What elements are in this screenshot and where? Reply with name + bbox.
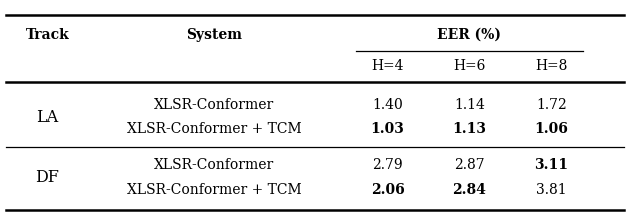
Text: Track: Track bbox=[25, 28, 69, 42]
Text: 2.84: 2.84 bbox=[452, 183, 486, 196]
Text: XLSR-Conformer: XLSR-Conformer bbox=[154, 158, 274, 172]
Text: 1.72: 1.72 bbox=[536, 98, 566, 112]
Text: H=8: H=8 bbox=[535, 59, 568, 73]
Text: System: System bbox=[186, 28, 242, 42]
Text: H=6: H=6 bbox=[453, 59, 486, 73]
Text: 3.81: 3.81 bbox=[536, 183, 566, 196]
Text: H=4: H=4 bbox=[371, 59, 404, 73]
Text: EER (%): EER (%) bbox=[437, 28, 501, 42]
Text: 1.40: 1.40 bbox=[372, 98, 403, 112]
Text: 1.14: 1.14 bbox=[454, 98, 485, 112]
Text: XLSR-Conformer: XLSR-Conformer bbox=[154, 98, 274, 112]
Text: 2.06: 2.06 bbox=[370, 183, 404, 196]
Text: 2.87: 2.87 bbox=[454, 158, 484, 172]
Text: 2.79: 2.79 bbox=[372, 158, 403, 172]
Text: 1.06: 1.06 bbox=[534, 122, 568, 137]
Text: DF: DF bbox=[35, 169, 59, 186]
Text: 1.03: 1.03 bbox=[370, 122, 404, 137]
Text: XLSR-Conformer + TCM: XLSR-Conformer + TCM bbox=[127, 122, 302, 137]
Text: 3.11: 3.11 bbox=[534, 158, 568, 172]
Text: 1.13: 1.13 bbox=[452, 122, 486, 137]
Text: LA: LA bbox=[36, 109, 59, 126]
Text: XLSR-Conformer + TCM: XLSR-Conformer + TCM bbox=[127, 183, 302, 196]
